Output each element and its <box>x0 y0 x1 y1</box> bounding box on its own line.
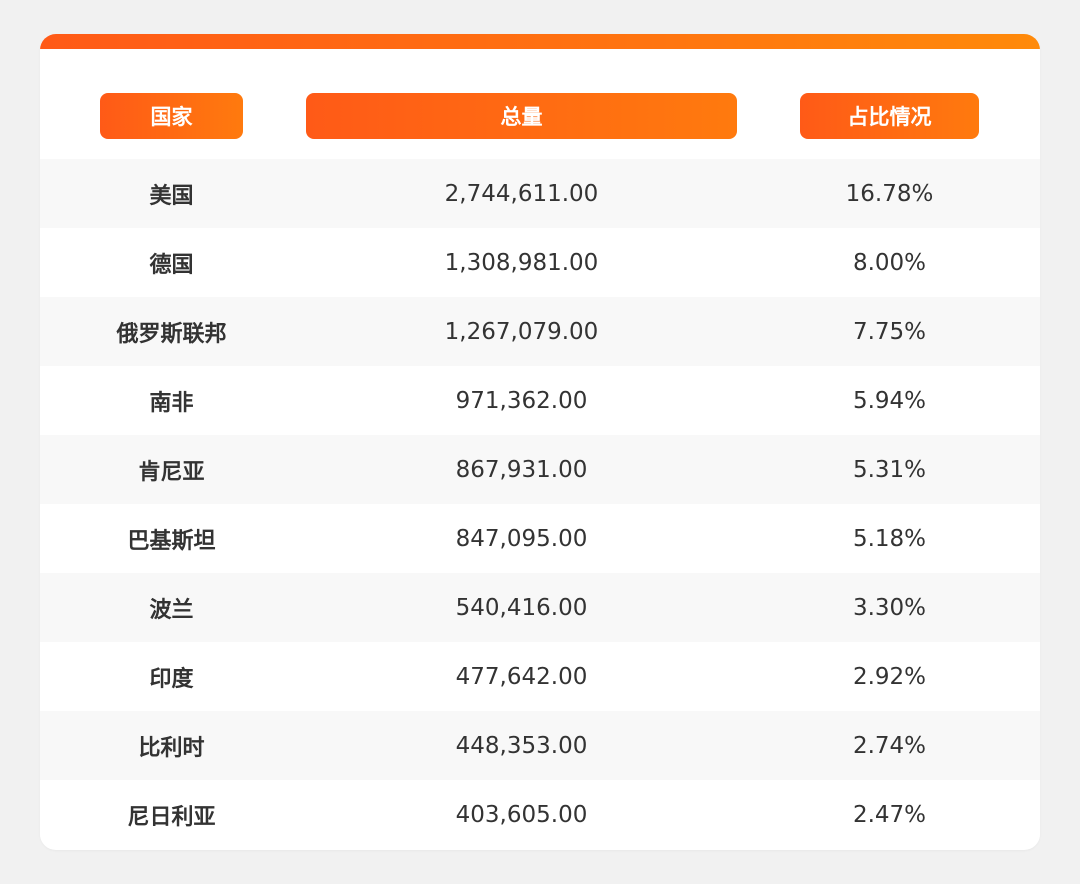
country-cell: 德国 <box>149 252 194 278</box>
country-cell: 巴基斯坦 <box>127 528 216 554</box>
header-total: 总量 <box>306 93 737 139</box>
country-cell: 俄罗斯联邦 <box>116 321 227 347</box>
share-cell: 2.47% <box>852 801 927 828</box>
header-country: 国家 <box>100 93 243 139</box>
share-cell: 2.74% <box>852 732 927 759</box>
total-cell: 2,744,611.00 <box>444 180 599 207</box>
country-cell: 美国 <box>149 183 194 209</box>
table-row: 巴基斯坦 847,095.00 5.18% <box>40 504 1040 573</box>
country-cell: 印度 <box>149 666 194 692</box>
total-cell: 540,416.00 <box>455 594 588 621</box>
total-cell: 1,308,981.00 <box>444 249 599 276</box>
share-cell: 8.00% <box>852 249 927 276</box>
share-cell: 2.92% <box>852 663 927 690</box>
table-row: 比利时 448,353.00 2.74% <box>40 711 1040 780</box>
table-row: 俄罗斯联邦 1,267,079.00 7.75% <box>40 297 1040 366</box>
share-cell: 7.75% <box>852 318 927 345</box>
country-cell: 南非 <box>149 390 194 416</box>
total-cell: 867,931.00 <box>455 456 588 483</box>
table-row: 美国 2,744,611.00 16.78% <box>40 159 1040 228</box>
accent-bar <box>40 34 1040 49</box>
total-cell: 1,267,079.00 <box>444 318 599 345</box>
total-cell: 847,095.00 <box>455 525 588 552</box>
country-cell: 波兰 <box>149 597 194 623</box>
share-cell: 5.31% <box>852 456 927 483</box>
total-cell: 448,353.00 <box>455 732 588 759</box>
table-row: 德国 1,308,981.00 8.00% <box>40 228 1040 297</box>
table-row: 南非 971,362.00 5.94% <box>40 366 1040 435</box>
table-row: 肯尼亚 867,931.00 5.31% <box>40 435 1040 504</box>
table-body: 美国 2,744,611.00 16.78% 德国 1,308,981.00 8… <box>40 159 1040 849</box>
table-row: 印度 477,642.00 2.92% <box>40 642 1040 711</box>
table-row: 波兰 540,416.00 3.30% <box>40 573 1040 642</box>
country-cell: 肯尼亚 <box>138 459 205 485</box>
table-card: 国家 总量 占比情况 美国 2,744,611.00 16.78% 德国 1,3… <box>40 34 1040 850</box>
total-cell: 971,362.00 <box>455 387 588 414</box>
share-cell: 5.18% <box>852 525 927 552</box>
country-cell: 比利时 <box>138 735 205 761</box>
header-share: 占比情况 <box>800 93 979 139</box>
share-cell: 5.94% <box>852 387 927 414</box>
table-header: 国家 总量 占比情况 <box>40 93 1040 139</box>
total-cell: 477,642.00 <box>455 663 588 690</box>
country-cell: 尼日利亚 <box>127 804 216 830</box>
total-cell: 403,605.00 <box>455 801 588 828</box>
table-row: 尼日利亚 403,605.00 2.47% <box>40 780 1040 849</box>
share-cell: 3.30% <box>852 594 927 621</box>
share-cell: 16.78% <box>845 180 934 207</box>
